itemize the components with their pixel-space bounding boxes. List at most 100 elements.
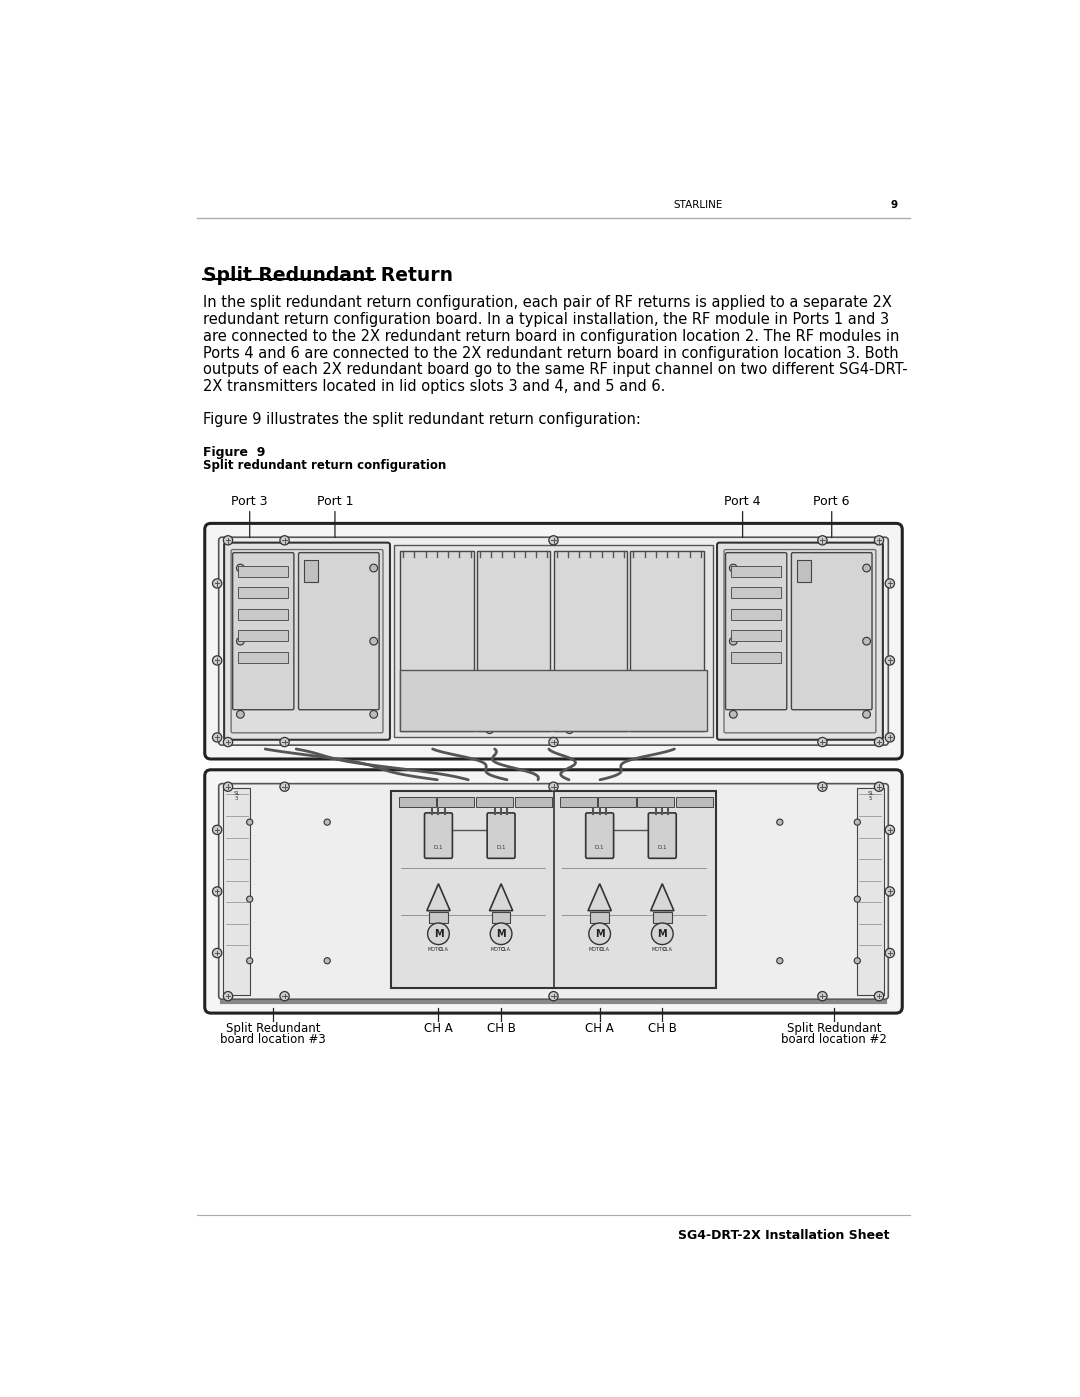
Text: Split Redundant Return: Split Redundant Return	[203, 267, 454, 285]
FancyBboxPatch shape	[231, 549, 383, 733]
Circle shape	[854, 958, 861, 964]
Circle shape	[434, 958, 441, 964]
Circle shape	[237, 637, 244, 645]
Circle shape	[433, 719, 441, 728]
Circle shape	[886, 578, 894, 588]
Circle shape	[875, 992, 883, 1000]
Text: M: M	[595, 929, 605, 939]
Bar	[731, 652, 781, 662]
Circle shape	[280, 782, 289, 791]
Circle shape	[875, 782, 883, 791]
Circle shape	[224, 535, 232, 545]
Text: Port 6: Port 6	[813, 495, 850, 509]
Bar	[238, 652, 288, 662]
Circle shape	[237, 711, 244, 718]
Bar	[515, 798, 552, 806]
Circle shape	[497, 828, 505, 838]
Circle shape	[818, 992, 827, 1000]
Text: Figure 9 illustrates the split redundant return configuration:: Figure 9 illustrates the split redundant…	[203, 412, 642, 426]
Polygon shape	[489, 884, 513, 911]
Text: OLA: OLA	[662, 947, 672, 951]
Bar	[598, 798, 636, 806]
FancyBboxPatch shape	[487, 813, 515, 858]
Circle shape	[818, 782, 827, 791]
Circle shape	[666, 958, 673, 964]
Bar	[591, 912, 609, 923]
Circle shape	[854, 819, 861, 826]
Circle shape	[549, 782, 558, 791]
Text: outputs of each 2X redundant board go to the same RF input channel on two differ: outputs of each 2X redundant board go to…	[203, 362, 908, 377]
Text: D.1: D.1	[434, 845, 443, 851]
Polygon shape	[588, 884, 611, 911]
Bar	[437, 798, 474, 806]
Bar	[476, 550, 551, 731]
Circle shape	[213, 949, 221, 958]
Text: Ports 4 and 6 are connected to the 2X redundant return board in configuration lo: Ports 4 and 6 are connected to the 2X re…	[203, 345, 899, 360]
Bar	[224, 788, 251, 995]
Text: MOTO: MOTO	[651, 947, 666, 951]
Circle shape	[213, 655, 221, 665]
FancyBboxPatch shape	[726, 553, 786, 710]
Bar	[731, 566, 781, 577]
Bar	[731, 630, 781, 641]
Text: redundant return configuration board. In a typical installation, the RF module i: redundant return configuration board. In…	[203, 312, 889, 327]
Bar	[653, 912, 672, 923]
Circle shape	[651, 923, 673, 944]
Circle shape	[224, 992, 232, 1000]
Circle shape	[213, 578, 221, 588]
Text: In the split redundant return configuration, each pair of RF returns is applied : In the split redundant return configurat…	[203, 295, 892, 310]
FancyBboxPatch shape	[232, 553, 294, 710]
Circle shape	[549, 992, 558, 1000]
Text: are connected to the 2X redundant return board in configuration location 2. The : are connected to the 2X redundant return…	[203, 328, 900, 344]
Bar	[491, 912, 511, 923]
Circle shape	[863, 711, 870, 718]
Text: D.1: D.1	[595, 845, 605, 851]
Circle shape	[818, 535, 827, 545]
FancyBboxPatch shape	[205, 770, 902, 1013]
Circle shape	[663, 719, 671, 728]
Text: OLA: OLA	[501, 947, 511, 951]
Circle shape	[280, 535, 289, 545]
Circle shape	[886, 826, 894, 834]
Circle shape	[434, 828, 443, 838]
FancyBboxPatch shape	[424, 813, 453, 858]
Text: M: M	[658, 929, 667, 939]
Circle shape	[237, 564, 244, 571]
Text: Port 4: Port 4	[725, 495, 760, 509]
Text: CH A: CH A	[424, 1023, 453, 1035]
Polygon shape	[427, 884, 450, 911]
Bar	[856, 788, 883, 995]
FancyBboxPatch shape	[792, 553, 872, 710]
Circle shape	[213, 826, 221, 834]
Text: MOTO: MOTO	[589, 947, 604, 951]
FancyBboxPatch shape	[717, 542, 882, 740]
Bar	[731, 587, 781, 598]
Text: D.1: D.1	[658, 845, 667, 851]
Bar	[554, 550, 627, 731]
Circle shape	[595, 828, 605, 838]
Circle shape	[658, 828, 667, 838]
Text: Figure  9: Figure 9	[203, 447, 266, 460]
Text: SG4-DRT-2X Installation Sheet: SG4-DRT-2X Installation Sheet	[677, 1229, 889, 1242]
Text: D.1: D.1	[497, 845, 505, 851]
Text: CH B: CH B	[487, 1023, 515, 1035]
Circle shape	[369, 637, 378, 645]
Text: MOTO: MOTO	[428, 947, 443, 951]
FancyBboxPatch shape	[298, 553, 379, 710]
Bar	[238, 609, 288, 620]
Bar	[797, 560, 811, 583]
Circle shape	[428, 923, 449, 944]
Circle shape	[224, 782, 232, 791]
Text: STARLINE: STARLINE	[674, 200, 723, 210]
FancyBboxPatch shape	[205, 524, 902, 759]
Bar	[429, 912, 448, 923]
FancyBboxPatch shape	[218, 784, 889, 999]
Text: board location #2: board location #2	[781, 1034, 887, 1046]
Text: MOTO: MOTO	[490, 947, 505, 951]
Circle shape	[510, 719, 517, 728]
Circle shape	[854, 895, 861, 902]
Bar	[399, 798, 435, 806]
Circle shape	[729, 564, 738, 571]
Circle shape	[875, 738, 883, 746]
Circle shape	[863, 637, 870, 645]
